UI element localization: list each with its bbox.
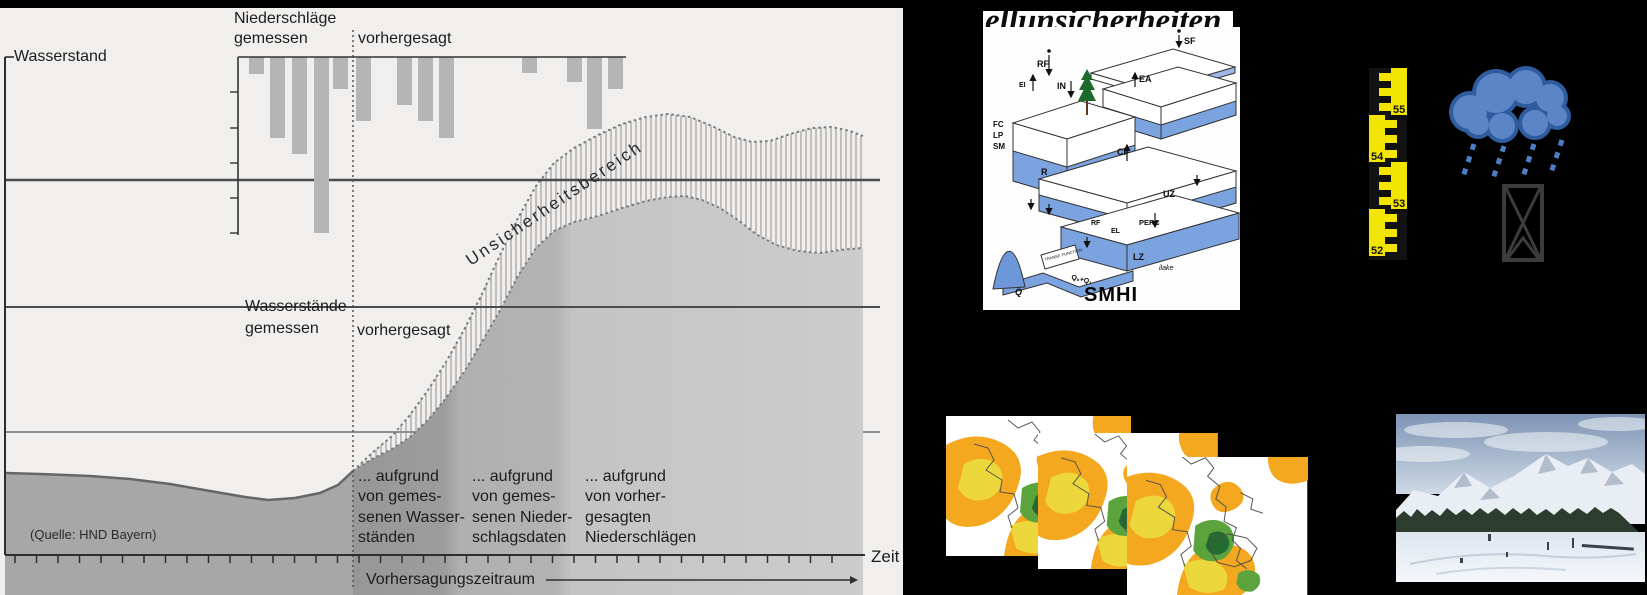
annotation-forecast-precip: ... aufgrund von vorher- gesagten Nieder…: [585, 468, 697, 547]
svg-text:EL: EL: [1111, 228, 1121, 235]
svg-text:RF: RF: [1091, 220, 1101, 227]
precip-title: Niederschläge: [234, 10, 337, 27]
svg-text:RF: RF: [1037, 59, 1049, 69]
svg-text:53: 53: [1393, 198, 1405, 210]
source-note: (Quelle: HND Bayern): [30, 527, 157, 542]
forecast-area: [353, 196, 863, 595]
hydrograph-forecast-chart: Wasserstand Niederschläge gemessen vorhe…: [0, 8, 903, 595]
annotation-water-levels: ... aufgrund von gemes- senen Wasser- st…: [358, 468, 465, 547]
measured-area: [5, 471, 353, 595]
annotation-measured-precip: ... aufgrund von gemes- senen Nieder- sc…: [472, 468, 573, 547]
smhi-logo: SMHI: [1084, 284, 1138, 306]
smhi-hbv-model-figure: SF RF EI IN EA FC LP SM CF R UZ RF EL PE…: [983, 27, 1241, 310]
precip-map-3: [1114, 449, 1309, 595]
forecast-period-label: Vorhersagungszeitraum: [366, 571, 535, 588]
svg-text:Q₀+Q₁: Q₀+Q₁: [1071, 274, 1093, 286]
waterlevel-forecast-label: vorhergesagt: [357, 322, 451, 339]
svg-text:R: R: [1041, 167, 1048, 177]
rain-gauge-icon: [1502, 184, 1544, 262]
water-level-gauge-icon: 55 54 53 52: [1369, 68, 1407, 260]
precip-measured-label: gemessen: [234, 30, 308, 47]
svg-text:SM: SM: [993, 142, 1005, 151]
precipitation-bars: [249, 57, 623, 233]
svg-text:EI: EI: [1019, 82, 1026, 89]
svg-text:55: 55: [1393, 104, 1405, 116]
y-axis-label: Wasserstand: [14, 48, 107, 65]
tree-icon: [1078, 69, 1096, 115]
svg-text:ilake: ilake: [1159, 265, 1174, 272]
waterlevel-measured-label: gemessen: [245, 320, 319, 337]
chart-svg: [0, 8, 903, 595]
waterlevel-title: Wasserstände: [245, 298, 347, 315]
svg-text:54: 54: [1371, 151, 1384, 163]
precip-forecast-label: vorhergesagt: [358, 30, 452, 47]
svg-text:LP: LP: [993, 131, 1004, 140]
smhi-hbv-diagram: SF RF EI IN EA FC LP SM CF R UZ RF EL PE…: [992, 29, 1241, 306]
svg-text:LZ: LZ: [1133, 252, 1144, 262]
snow-landscape-photo: [1396, 414, 1645, 582]
chart-canvas: [0, 8, 903, 595]
svg-text:FC: FC: [993, 120, 1004, 129]
svg-text:Q: Q: [1015, 287, 1022, 297]
svg-text:SF: SF: [1184, 36, 1196, 46]
x-axis-label: Zeit: [871, 547, 900, 566]
svg-text:EA: EA: [1139, 74, 1152, 84]
svg-text:UZ: UZ: [1163, 189, 1175, 199]
svg-text:IN: IN: [1057, 81, 1066, 91]
svg-text:52: 52: [1371, 245, 1383, 257]
svg-text:CF: CF: [1117, 147, 1129, 157]
rain-cloud-icon: [1449, 66, 1571, 183]
svg-text:PERC: PERC: [1139, 218, 1160, 227]
